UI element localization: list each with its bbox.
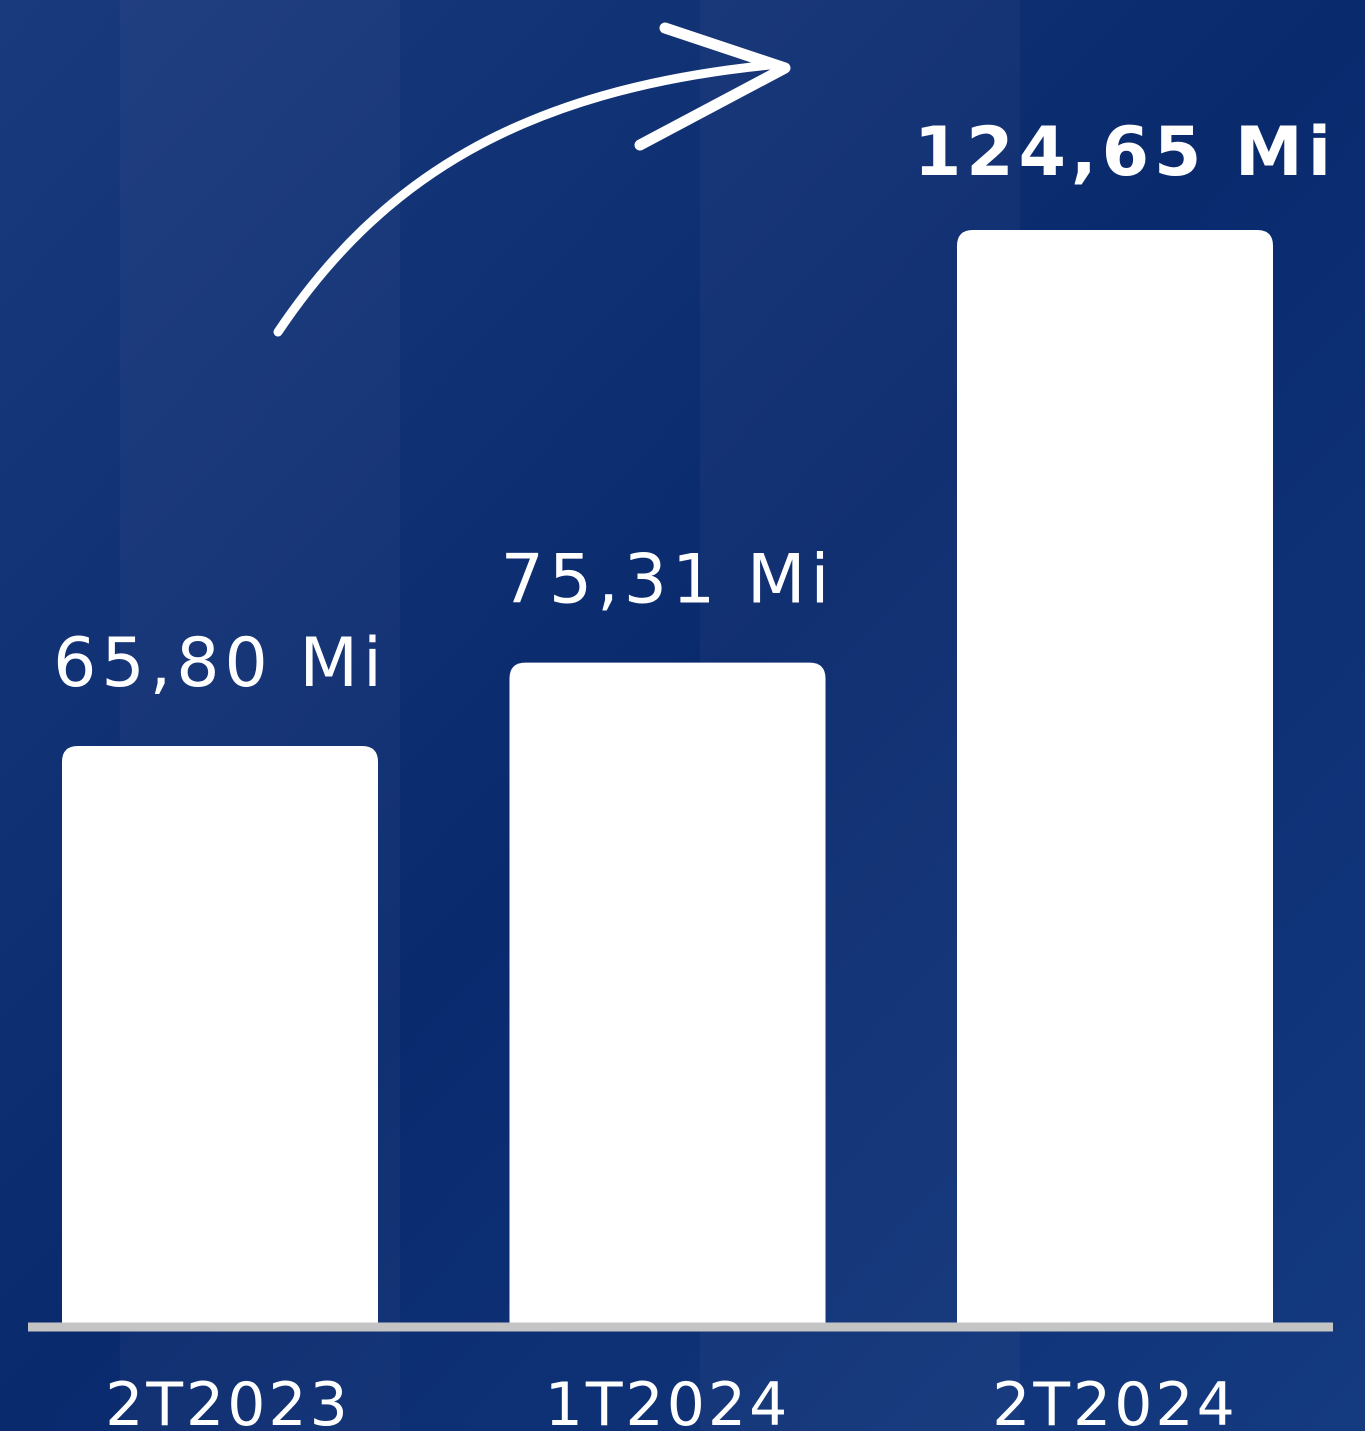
x-tick-label: 2T2024: [992, 1370, 1238, 1431]
value-label: 124,65 Mi: [914, 113, 1336, 192]
trend-arrow-head: [634, 22, 791, 151]
bar: [62, 746, 378, 1323]
x-tick-label: 1T2024: [545, 1370, 791, 1431]
trend-arrow: [273, 60, 775, 337]
bar: [957, 230, 1273, 1323]
x-tick-label: 2T2023: [105, 1370, 351, 1431]
plot: 65,80 Mi 2T2023 75,31 Mi 1T2024 124,65 Mi 2T2…: [53, 113, 1336, 1431]
value-label: 75,31 Mi: [501, 541, 835, 620]
value-label: 65,80 Mi: [53, 624, 387, 703]
bar: [509, 662, 826, 1323]
